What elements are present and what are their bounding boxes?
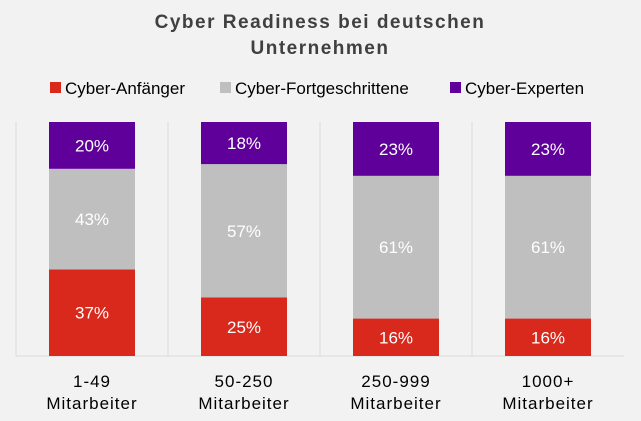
- data-label: 37%: [75, 304, 109, 323]
- bar-segment: [49, 269, 135, 356]
- bar-segment: [353, 175, 439, 319]
- data-label: 61%: [379, 238, 413, 257]
- category-label: 50-250: [215, 372, 274, 391]
- plot-area: 37% 43% 20% 1-49 Mitarbeiter 25% 57% 18% 50-250 M…: [15, 122, 624, 413]
- category-label: 250-999: [361, 372, 430, 391]
- category-label: Mitarbeiter: [198, 394, 289, 413]
- bar-segment: [505, 318, 591, 356]
- bar-segment: [49, 122, 135, 169]
- category-label: Mitarbeiter: [350, 394, 441, 413]
- legend-swatch: [220, 82, 231, 93]
- category-label: 1-49: [73, 372, 111, 391]
- data-label: 18%: [227, 134, 261, 153]
- data-label: 16%: [379, 328, 413, 347]
- category-label: Mitarbeiter: [502, 394, 593, 413]
- chart-title-line-1: Cyber Readiness bei deutschen: [155, 12, 486, 33]
- bar-segment: [201, 122, 287, 165]
- data-label: 23%: [531, 140, 565, 159]
- bar-segment: [353, 318, 439, 356]
- bar-segment: [201, 164, 287, 298]
- chart-title-line-2: Unternehmen: [251, 38, 390, 59]
- legend-label: Cyber-Anfänger: [65, 79, 185, 98]
- data-label: 23%: [379, 140, 413, 159]
- legend-swatch: [50, 82, 61, 93]
- legend-label: Cyber-Fortgeschrittene: [235, 79, 409, 98]
- legend-label: Cyber-Experten: [465, 79, 584, 98]
- data-label: 16%: [531, 328, 565, 347]
- category-label: 1000+: [522, 372, 575, 391]
- data-label: 43%: [75, 210, 109, 229]
- legend: Cyber-Anfänger Cyber-Fortgeschrittene Cybe…: [50, 79, 584, 98]
- category-label: Mitarbeiter: [46, 394, 137, 413]
- bar-segment: [505, 175, 591, 319]
- bar-segment: [201, 297, 287, 356]
- data-label: 20%: [75, 136, 109, 155]
- data-label: 61%: [531, 238, 565, 257]
- data-label: 57%: [227, 222, 261, 241]
- bar-segment: [353, 122, 439, 176]
- bar-segment: [49, 168, 135, 270]
- legend-swatch: [450, 82, 461, 93]
- data-label: 25%: [227, 318, 261, 337]
- bar-segment: [505, 122, 591, 176]
